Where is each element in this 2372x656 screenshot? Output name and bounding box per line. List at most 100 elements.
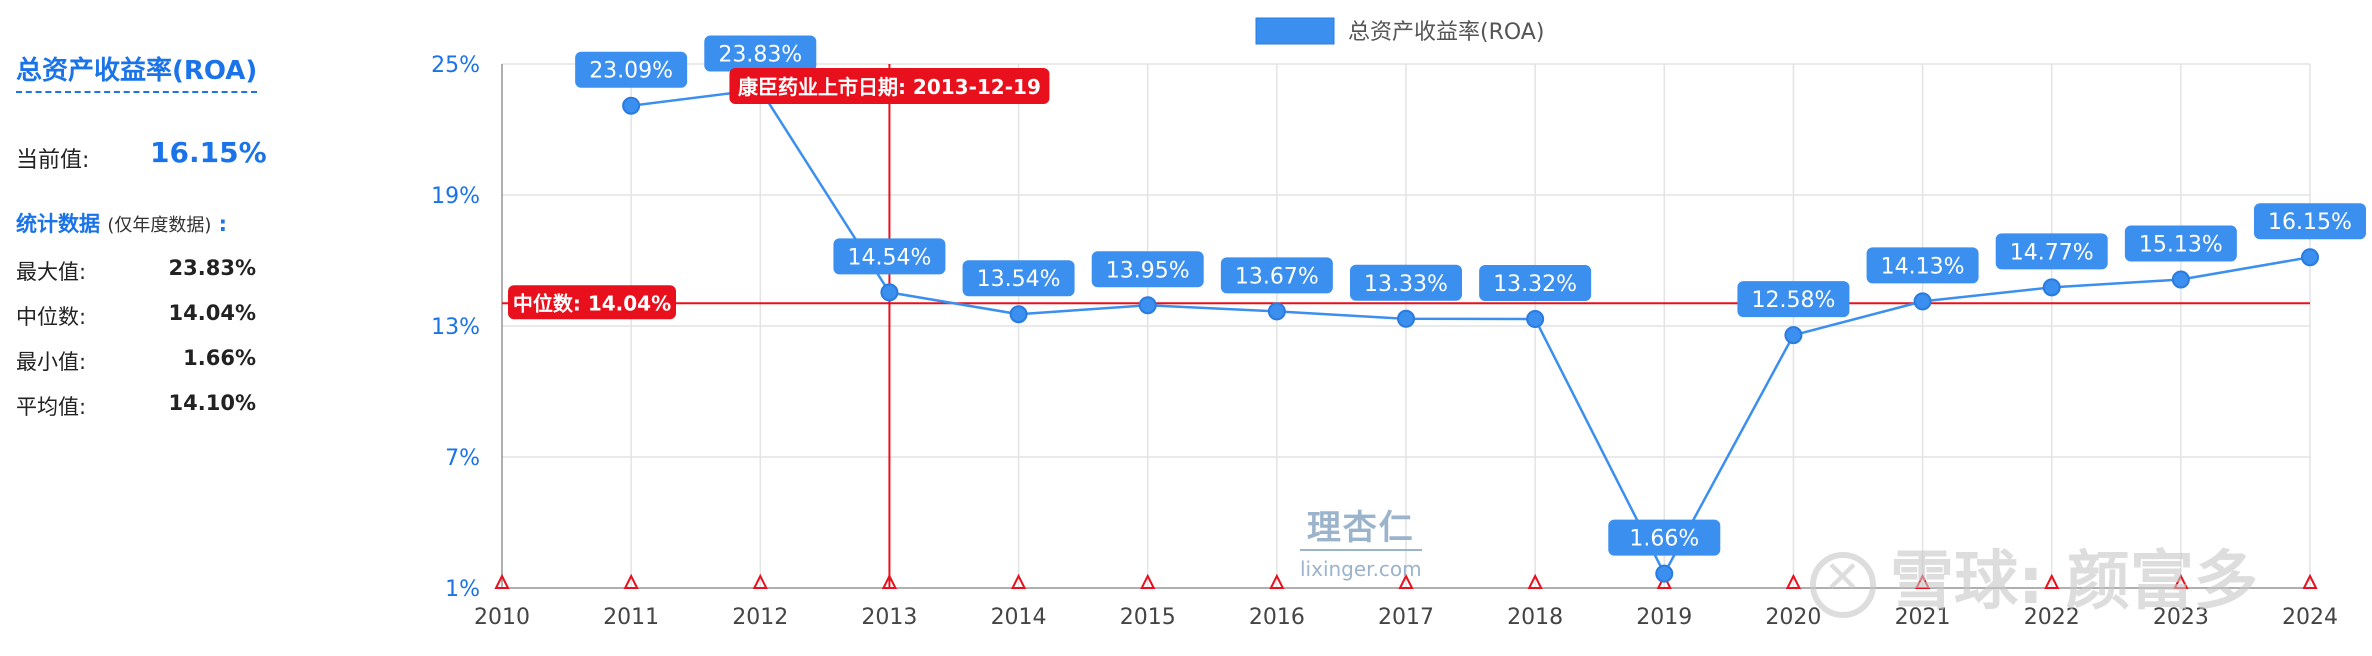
x-tick-label: 2023 xyxy=(2153,605,2209,630)
stat-label: 中位数: xyxy=(16,305,87,329)
event-marker xyxy=(1527,573,1543,589)
stat-value: 23.83% xyxy=(168,256,256,280)
stat-value: 1.66% xyxy=(183,346,256,370)
data-point xyxy=(1397,309,1415,328)
data-label: 12.58% xyxy=(1751,288,1835,313)
data-point xyxy=(2042,278,2061,297)
listing-label-bg xyxy=(729,68,1050,104)
x-tick-label: 2014 xyxy=(991,605,1047,630)
event-marker xyxy=(494,573,510,589)
median-label-bg xyxy=(508,285,676,320)
data-label-bg xyxy=(962,260,1075,297)
data-label: 14.13% xyxy=(1881,254,1965,279)
xueqiu-watermark-text: 雪球: 颜富多 xyxy=(1890,545,2258,619)
stat-label: 最小值: xyxy=(16,350,87,374)
event-marker xyxy=(1398,573,1414,589)
event-marker xyxy=(2173,573,2189,589)
x-tick-label: 2015 xyxy=(1120,605,1176,630)
data-point xyxy=(880,283,899,302)
data-point xyxy=(1526,310,1545,329)
stats-colon: : xyxy=(218,212,228,236)
event-marker xyxy=(1010,573,1027,589)
event-marker xyxy=(1785,573,1802,589)
lixinger-watermark-url: lixinger.com xyxy=(1300,557,1422,581)
data-label: 13.67% xyxy=(1235,264,1319,289)
x-tick-label: 2017 xyxy=(1378,605,1434,630)
current-value-label: 当前值: xyxy=(16,148,90,173)
x-tick-label: 2022 xyxy=(2024,605,2080,630)
legend-label: 总资产收益率(ROA) xyxy=(1348,20,1544,45)
data-label-bg xyxy=(1737,281,1850,318)
data-label: 13.54% xyxy=(977,267,1061,292)
data-label: 14.77% xyxy=(2010,240,2094,265)
event-marker xyxy=(1269,573,1285,589)
y-tick-label: 7% xyxy=(445,446,480,471)
data-label: 23.83% xyxy=(718,43,802,68)
data-label: 13.95% xyxy=(1106,258,1190,283)
x-tick-label: 2020 xyxy=(1765,605,1821,630)
lixinger-watermark: 理杏仁 lixinger.com xyxy=(1300,500,1422,581)
listing-label: 康臣药业上市日期: 2013-12-19 xyxy=(738,75,1041,99)
data-label-bg xyxy=(2124,225,2237,262)
x-tick-label: 2010 xyxy=(474,605,530,630)
y-tick-label: 19% xyxy=(431,184,480,209)
data-point xyxy=(1655,564,1674,583)
data-label-bg xyxy=(1866,247,1979,284)
x-tick-label: 2012 xyxy=(732,605,788,630)
stat-label: 平均值: xyxy=(16,395,87,419)
lixinger-watermark-text: 理杏仁 xyxy=(1300,500,1422,551)
event-marker xyxy=(1140,573,1156,589)
stat-row-min: 最小值: 1.66% xyxy=(16,346,256,376)
data-label: 16.15% xyxy=(2268,210,2352,235)
current-value: 16.15% xyxy=(150,136,267,169)
data-point xyxy=(1009,305,1028,324)
data-point xyxy=(1784,326,1803,345)
stat-value: 14.10% xyxy=(168,391,256,415)
x-tick-label: 2016 xyxy=(1249,605,1305,630)
x-tick-label: 2011 xyxy=(603,605,659,630)
event-marker xyxy=(752,573,768,589)
x-tick-label: 2013 xyxy=(861,605,917,630)
stats-panel: 总资产收益率(ROA) 当前值: 16.15% 统计数据 (仅年度数据) : 最… xyxy=(0,0,420,656)
metric-title[interactable]: 总资产收益率(ROA) xyxy=(16,50,258,93)
x-tick-label: 2018 xyxy=(1507,605,1563,630)
data-label: 14.54% xyxy=(847,245,931,270)
data-label: 1.66% xyxy=(1629,527,1699,552)
data-label: 13.33% xyxy=(1364,272,1448,297)
data-label-bg xyxy=(1350,264,1462,301)
stats-title: 统计数据 (仅年度数据) : xyxy=(16,208,227,238)
event-marker xyxy=(2302,573,2318,589)
data-label: 15.13% xyxy=(2139,232,2223,257)
data-label: 13.32% xyxy=(1493,272,1577,297)
data-label-bg xyxy=(1608,519,1721,556)
y-tick-label: 1% xyxy=(445,577,480,602)
event-marker xyxy=(623,573,639,589)
x-tick-label: 2019 xyxy=(1636,605,1692,630)
data-point xyxy=(622,96,641,115)
stat-value: 14.04% xyxy=(168,301,256,325)
x-tick-label: 2024 xyxy=(2282,605,2338,630)
xueqiu-watermark: 雪球: 颜富多 xyxy=(1810,530,2258,622)
data-label-bg xyxy=(1479,265,1592,302)
median-label: 中位数: 14.04% xyxy=(513,291,671,315)
data-point xyxy=(2301,248,2319,267)
legend-swatch xyxy=(1255,17,1335,45)
event-marker xyxy=(1914,573,1931,589)
x-tick-label: 2021 xyxy=(1895,605,1951,630)
data-point xyxy=(2171,270,2190,289)
stat-row-mean: 平均值: 14.10% xyxy=(16,391,256,421)
xueqiu-logo-icon xyxy=(1810,552,1876,619)
stat-label: 最大值: xyxy=(16,260,87,284)
data-point xyxy=(1267,302,1286,321)
data-label-bg xyxy=(833,238,946,275)
data-point xyxy=(1913,292,1932,311)
data-label-bg xyxy=(1091,251,1204,288)
event-marker xyxy=(2044,573,2060,589)
series-line xyxy=(630,88,2311,577)
stats-title-label: 统计数据 xyxy=(16,212,100,236)
y-tick-label: 25% xyxy=(431,53,480,78)
data-point xyxy=(1138,296,1157,315)
y-tick-label: 13% xyxy=(431,315,480,340)
data-label-bg xyxy=(1220,257,1333,294)
